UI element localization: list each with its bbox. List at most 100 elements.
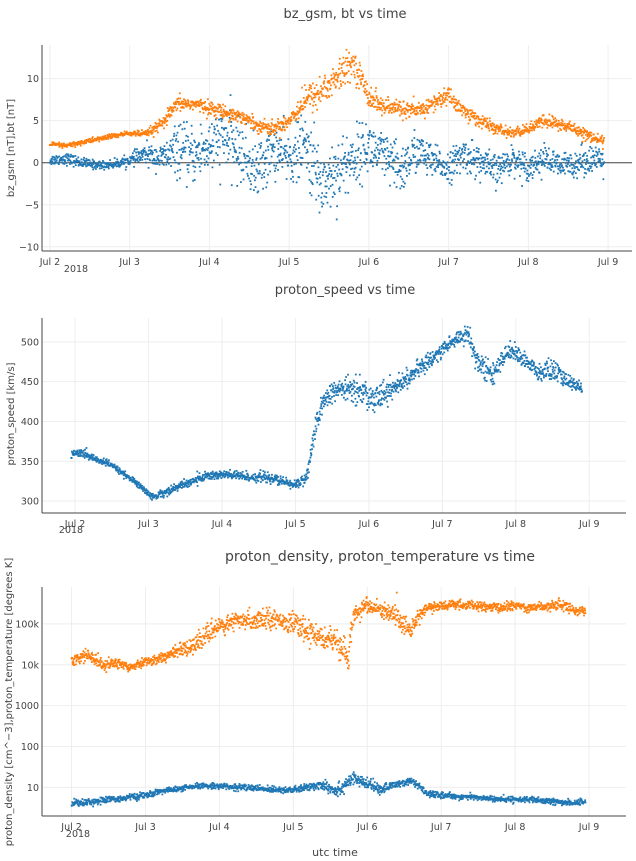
data-point bbox=[592, 155, 594, 157]
data-point bbox=[577, 134, 579, 137]
y-axis-label: proton_speed [km/s] bbox=[6, 362, 17, 465]
data-point bbox=[514, 354, 517, 357]
data-point bbox=[258, 475, 261, 478]
data-point bbox=[537, 160, 540, 163]
data-point bbox=[214, 475, 217, 478]
data-point bbox=[180, 154, 183, 157]
data-point bbox=[197, 104, 200, 107]
data-point bbox=[259, 157, 262, 160]
data-point bbox=[290, 112, 293, 114]
data-point bbox=[548, 113, 551, 116]
data-point bbox=[329, 385, 331, 388]
data-point bbox=[509, 356, 512, 359]
data-point bbox=[549, 120, 551, 123]
data-point bbox=[368, 406, 370, 409]
data-point bbox=[324, 185, 327, 188]
data-point bbox=[328, 397, 331, 400]
data-point bbox=[322, 202, 325, 205]
data-point bbox=[381, 99, 384, 102]
data-point bbox=[265, 186, 268, 189]
data-point bbox=[332, 177, 334, 179]
data-point bbox=[537, 119, 540, 122]
data-point bbox=[176, 151, 178, 154]
data-point bbox=[349, 159, 352, 162]
data-point bbox=[283, 153, 286, 155]
data-point bbox=[132, 155, 135, 158]
data-point bbox=[277, 120, 279, 123]
data-point bbox=[158, 118, 161, 121]
data-point bbox=[162, 120, 165, 123]
data-point bbox=[599, 164, 602, 167]
data-point bbox=[132, 476, 135, 479]
data-point bbox=[133, 158, 136, 160]
data-point bbox=[490, 173, 492, 176]
data-point bbox=[563, 128, 566, 131]
data-point bbox=[591, 137, 594, 140]
data-point bbox=[105, 166, 108, 169]
data-point bbox=[231, 131, 233, 133]
data-point bbox=[214, 118, 217, 121]
data-point bbox=[356, 401, 359, 404]
data-point bbox=[313, 433, 316, 436]
data-point bbox=[492, 362, 494, 364]
data-point bbox=[434, 98, 436, 101]
data-point bbox=[342, 81, 344, 84]
data-point bbox=[447, 344, 450, 347]
data-point bbox=[179, 97, 182, 100]
data-point bbox=[301, 475, 303, 478]
data-point bbox=[410, 159, 413, 162]
data-point bbox=[448, 95, 450, 98]
data-point bbox=[203, 148, 206, 151]
data-point bbox=[435, 165, 438, 168]
data-point bbox=[289, 487, 292, 490]
data-point bbox=[285, 476, 288, 479]
data-point bbox=[434, 351, 437, 354]
data-point bbox=[342, 135, 345, 138]
data-point bbox=[401, 178, 404, 180]
data-point bbox=[354, 159, 357, 162]
data-point bbox=[162, 496, 165, 499]
data-point bbox=[333, 395, 335, 397]
data-point bbox=[501, 131, 504, 134]
data-point bbox=[373, 396, 375, 399]
data-point bbox=[472, 116, 475, 119]
data-point bbox=[294, 114, 297, 117]
data-point bbox=[328, 96, 331, 98]
data-point bbox=[346, 387, 348, 390]
data-point bbox=[397, 105, 400, 108]
data-point bbox=[66, 145, 68, 148]
data-point bbox=[501, 162, 504, 164]
data-point bbox=[456, 150, 459, 153]
data-point bbox=[143, 149, 146, 152]
data-point bbox=[175, 486, 178, 488]
data-point bbox=[357, 387, 360, 390]
data-point bbox=[424, 158, 427, 161]
data-point bbox=[520, 163, 523, 166]
data-point bbox=[169, 106, 172, 108]
data-point bbox=[557, 130, 560, 132]
data-point bbox=[340, 85, 343, 87]
data-point bbox=[374, 90, 377, 93]
data-point bbox=[363, 81, 366, 83]
data-point bbox=[459, 109, 461, 112]
data-point bbox=[517, 129, 520, 132]
data-point bbox=[336, 73, 338, 76]
data-point bbox=[495, 126, 498, 129]
data-point bbox=[169, 157, 172, 160]
data-point bbox=[367, 141, 370, 144]
data-point bbox=[53, 158, 55, 161]
data-point bbox=[416, 106, 419, 108]
data-point bbox=[353, 64, 356, 67]
data-point bbox=[378, 108, 381, 111]
data-point bbox=[272, 143, 275, 146]
data-point bbox=[394, 103, 397, 106]
data-point bbox=[527, 175, 530, 177]
data-point bbox=[55, 155, 58, 157]
data-point bbox=[582, 166, 585, 169]
data-point bbox=[214, 106, 217, 109]
data-point bbox=[293, 163, 296, 166]
data-point bbox=[214, 474, 216, 477]
data-point bbox=[352, 379, 355, 382]
data-point bbox=[488, 117, 491, 120]
data-point bbox=[539, 120, 542, 123]
